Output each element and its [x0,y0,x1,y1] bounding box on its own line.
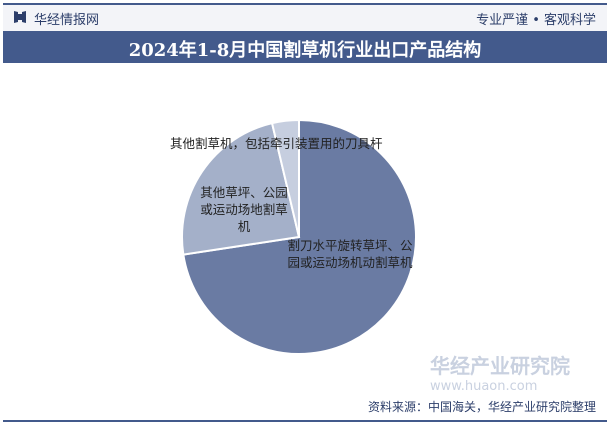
label-slice-1: 其他草坪、公园或运动场地割草机 [200,185,288,234]
logo-icon [14,11,26,23]
slogan: 专业严谨 • 客观科学 [476,13,596,28]
label-slice-2: 其他割草机，包括牵引装置用的刀具杆 [170,136,383,151]
header-bar [3,5,607,31]
watermark-logo: 华经产业研究院 www.huaon.com [430,354,570,394]
pie-slice-2 [270,118,300,238]
top-border [3,3,607,5]
title-bar [3,31,607,63]
source-note: 资料来源：中国海关，华经产业研究院整理 [367,400,596,414]
chart-title: 2024年1-8月中国割草机行业出口产品结构 [128,40,482,61]
label-slice-0: 割刀水平旋转草坪、公园或运动场机动割草机 [287,238,413,270]
brand-name: 华经情报网 [34,13,100,28]
pie-slice-1 [181,121,301,256]
bottom-border [3,420,607,422]
